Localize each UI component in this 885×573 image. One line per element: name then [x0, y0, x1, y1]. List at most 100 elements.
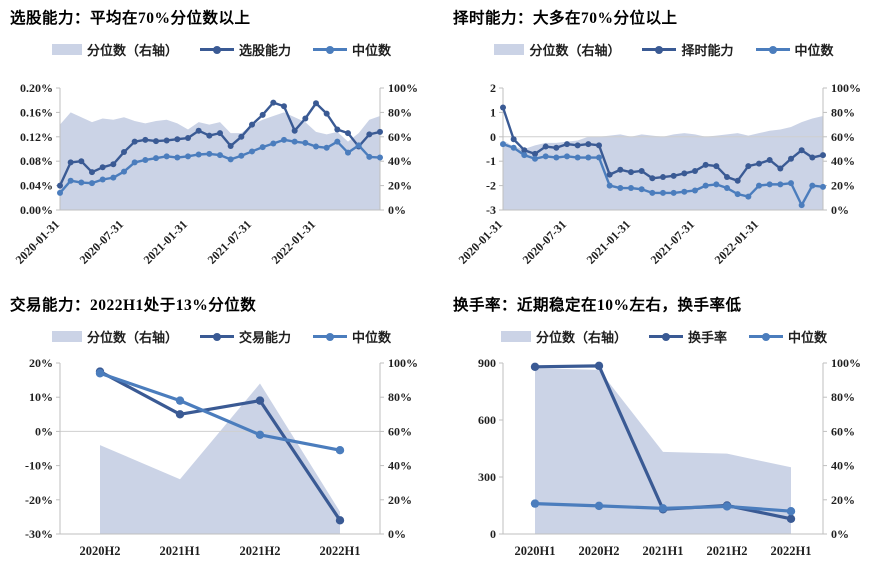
area-swatch-icon — [494, 44, 525, 55]
market-timing-ability-marker — [756, 160, 762, 167]
median-marker — [788, 180, 794, 187]
stock-selection-ability-marker — [270, 99, 277, 106]
x-axis-tick-label: 2020-07-31 — [77, 217, 126, 266]
median-marker — [724, 185, 730, 192]
median-marker — [377, 154, 383, 161]
stock-selection-ability-marker — [163, 137, 170, 144]
stock-selection-ability-marker — [195, 127, 202, 134]
market-timing-ability-marker — [564, 141, 570, 148]
legend-label: 选股能力 — [238, 43, 291, 58]
legend-item-series1: 择时能力 — [642, 40, 734, 59]
market-timing-ability-marker — [692, 167, 698, 174]
median-marker — [638, 186, 645, 193]
median-marker — [658, 504, 668, 513]
x-axis-tick-label: 2020-01-31 — [13, 217, 62, 266]
right-axis-tick-label: 60% — [388, 424, 412, 438]
stock-selection-ability-marker — [206, 132, 213, 139]
median-marker — [206, 150, 213, 157]
right-axis-tick-label: 80% — [831, 105, 855, 119]
right-axis-tick-label: 80% — [388, 105, 412, 119]
stock-selection-ability-marker — [259, 111, 266, 118]
legend-label: 分位数（右轴） — [535, 330, 627, 345]
median-marker — [734, 191, 741, 198]
left-axis-tick-label: -3 — [486, 203, 496, 217]
chart-title: 择时能力：大多在70%分位以上 — [453, 10, 678, 27]
median-marker — [121, 168, 127, 175]
market-timing-ability-marker — [649, 175, 656, 182]
market-timing-ability-marker — [702, 161, 709, 168]
legend-item-percentile: 分位数（右轴） — [51, 327, 178, 346]
median-marker — [660, 189, 666, 196]
left-axis-tick-label: 600 — [478, 413, 496, 427]
line-marker-icon — [199, 48, 234, 51]
left-axis-tick-label: 10% — [29, 390, 53, 404]
right-axis-tick-label: 60% — [831, 424, 855, 438]
median-marker — [628, 185, 634, 192]
x-axis-tick-label: 2021-07-31 — [648, 217, 697, 266]
median-marker — [95, 369, 105, 378]
stock-selection-ability-marker — [110, 161, 117, 168]
market-timing-ability-marker — [724, 174, 730, 181]
chart-trading: 交易能力：2022H1处于13%分位数 分位数（右轴） 交易能力 中位数 20%… — [0, 287, 443, 573]
stock-selection-ability-marker — [249, 121, 255, 128]
market-timing-ability-marker — [713, 163, 720, 170]
median-marker — [521, 152, 528, 159]
stock-selection-ability-marker — [291, 127, 298, 134]
median-marker — [249, 148, 255, 155]
x-axis-tick-label: 2021H2 — [707, 544, 748, 558]
median-marker — [291, 138, 298, 145]
legend-item-percentile: 分位数（右轴） — [494, 40, 620, 59]
x-axis-tick-label: 2021H1 — [643, 544, 684, 558]
median-marker — [131, 159, 138, 166]
market-timing-percentile-area — [503, 116, 823, 210]
stock-selection-ability-marker — [227, 142, 234, 149]
right-axis-tick-label: 40% — [388, 459, 412, 473]
median-marker — [89, 180, 95, 187]
right-axis-tick-label: 20% — [831, 179, 855, 193]
median-marker — [649, 189, 656, 196]
right-axis-tick-label: 80% — [831, 390, 855, 404]
x-axis-tick-label: 2022H1 — [771, 544, 812, 558]
market-timing-ability-marker — [809, 154, 816, 161]
right-axis-tick-label: 20% — [388, 179, 412, 193]
right-axis-tick-label: 100% — [388, 81, 418, 95]
median-marker — [756, 182, 762, 189]
legend-item-median: 中位数 — [313, 40, 391, 59]
left-axis-tick-label: 0.08% — [20, 154, 53, 168]
stock-selection-ability-marker — [174, 136, 181, 143]
legend-label: 分位数（右轴） — [86, 330, 178, 345]
x-axis-tick-label: 2022H1 — [320, 544, 361, 558]
stock-selection-ability-marker — [185, 135, 191, 142]
right-axis-tick-label: 0% — [831, 527, 849, 541]
median-marker — [163, 153, 170, 160]
chart-legend: 分位数（右轴） 择时能力 中位数 — [443, 40, 885, 59]
median-marker — [766, 181, 773, 188]
right-axis-tick-label: 60% — [388, 130, 412, 144]
x-axis-tick-label: 2020-07-31 — [520, 217, 569, 266]
median-marker — [594, 501, 604, 511]
median-marker — [259, 144, 266, 151]
right-axis-tick-label: 40% — [388, 154, 412, 168]
legend-item-series1: 换手率 — [648, 327, 727, 346]
chart-legend: 分位数（右轴） 交易能力 中位数 — [0, 327, 443, 346]
line-marker-icon — [313, 48, 347, 51]
x-axis-tick-label: 2022-01-31 — [269, 217, 318, 266]
stock-selection-ability-marker — [131, 138, 138, 145]
stock-selection-ability-marker — [377, 128, 383, 135]
legend-label: 换手率 — [687, 330, 727, 345]
median-marker — [510, 144, 517, 151]
chart-title: 选股能力：平均在70%分位数以上 — [10, 10, 251, 27]
stock-selection-ability-marker — [366, 131, 373, 138]
median-marker — [335, 446, 345, 455]
legend-label: 中位数 — [352, 330, 392, 345]
median-marker — [777, 181, 784, 188]
right-axis-tick-label: 0% — [831, 203, 849, 217]
line-marker-icon — [648, 335, 683, 338]
right-axis-tick-label: 0% — [388, 527, 406, 541]
x-axis-tick-label: 2021H1 — [160, 544, 201, 558]
median-marker — [238, 152, 245, 159]
median-marker — [142, 156, 149, 163]
market-timing-ability-marker — [638, 167, 645, 174]
median-marker — [153, 155, 159, 162]
stock-selection-ability-marker — [302, 115, 309, 122]
